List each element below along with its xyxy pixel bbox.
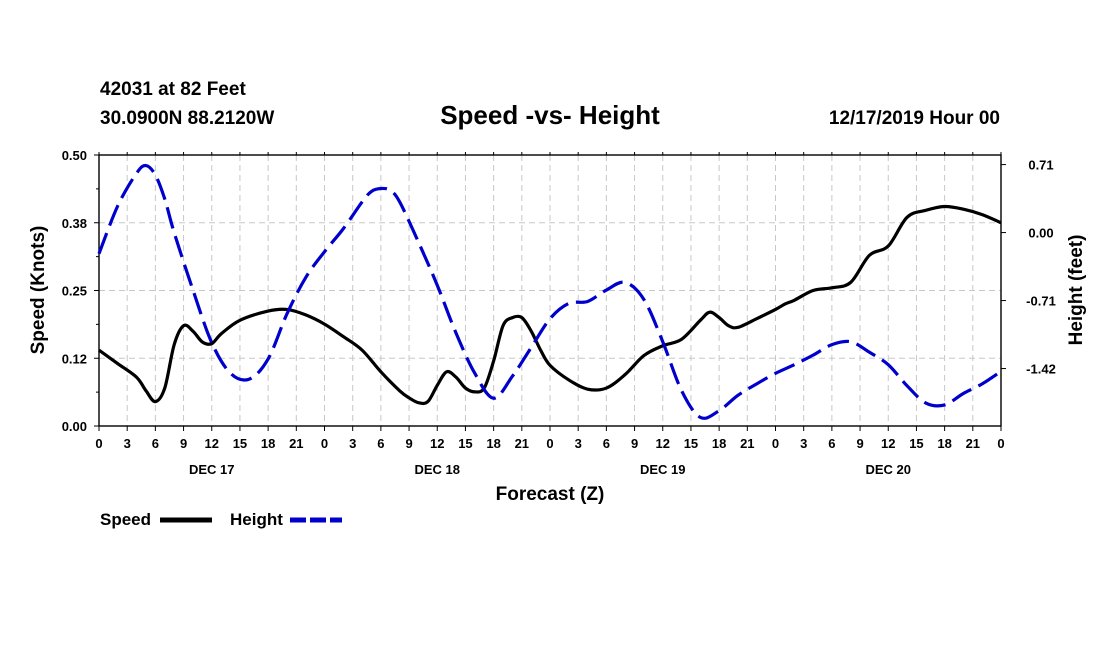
series-group [97,163,1002,420]
x-tick-label: 6 [828,436,835,451]
x-tick-label: 12 [430,436,444,451]
x-tick-label: 3 [349,436,356,451]
grid [99,155,1001,426]
x-tick-label: 15 [233,436,247,451]
x-tick-label: 18 [261,436,275,451]
x-axis-label: Forecast (Z) [496,484,605,505]
x-tick-label: 6 [603,436,610,451]
y2-axis-label: Height (feet) [1066,235,1087,346]
chart-title: Speed -vs- Height [440,100,660,130]
y2-tick-label: 0.00 [1028,226,1053,241]
x-tick-label: 21 [966,436,980,451]
x-tick-label: 0 [321,436,328,451]
location-label: 30.0900N 88.2120W [100,108,274,129]
x-tick-label: 15 [909,436,923,451]
x-tick-label: 15 [684,436,698,451]
y-tick-label: 0.38 [62,216,87,231]
x-tick-label: 18 [486,436,500,451]
x-tick-label: 9 [180,436,187,451]
x-ticks: 0 3 6 9 12 15 18 21 0 3 6 9 12 15 18 21 0 3 6 9 12 15 18 21 0 3 6 9… [95,152,1005,451]
y2-tick-label: 0.71 [1028,158,1053,173]
x-tick-label: 15 [458,436,472,451]
day-label: DEC 18 [414,462,460,477]
x-tick-label: 3 [800,436,807,451]
x-tick-label: 12 [656,436,670,451]
x-tick-label: 21 [289,436,303,451]
x-tick-label: 12 [881,436,895,451]
y-axis-label: Speed (Knots) [28,226,49,355]
series-line-speed [98,204,1002,406]
x-tick-label: 3 [124,436,131,451]
series-line-height [97,163,1002,420]
x-tick-label: 0 [772,436,779,451]
legend-speed-label: Speed [100,510,151,529]
x-tick-label: 18 [937,436,951,451]
x-tick-label: 18 [712,436,726,451]
day-labels: DEC 17 DEC 18 DEC 19 DEC 20 [189,462,911,477]
x-tick-label: 9 [405,436,412,451]
y-tick-label: 0.50 [62,148,87,163]
y-tick-label: 0.12 [62,351,87,366]
legend: Speed Height [100,510,342,529]
x-tick-label: 6 [152,436,159,451]
y2-tick-label: -0.71 [1026,294,1056,309]
x-tick-label: 0 [95,436,102,451]
y-tick-label: 0.25 [62,284,87,299]
legend-height-label: Height [230,510,283,529]
x-tick-label: 3 [575,436,582,451]
x-tick-label: 21 [515,436,529,451]
date-label: 12/17/2019 Hour 00 [829,108,1000,129]
x-tick-label: 6 [377,436,384,451]
day-label: DEC 20 [865,462,911,477]
station-label: 42031 at 82 Feet [100,79,246,100]
plot-frame [98,154,1002,427]
day-label: DEC 17 [189,462,235,477]
y2-tick-label: -1.42 [1026,362,1056,377]
x-tick-label: 9 [631,436,638,451]
x-tick-label: 12 [205,436,219,451]
y-ticks-left: 0.00 0.12 0.25 0.38 0.50 [62,148,99,434]
x-tick-label: 9 [856,436,863,451]
y-ticks-right: 0.71 0.00 -0.71 -1.42 [1001,158,1056,377]
y-tick-label: 0.00 [62,419,87,434]
x-tick-label: 0 [546,436,553,451]
x-tick-label: 21 [740,436,754,451]
x-tick-label: 0 [997,436,1004,451]
day-label: DEC 19 [640,462,686,477]
